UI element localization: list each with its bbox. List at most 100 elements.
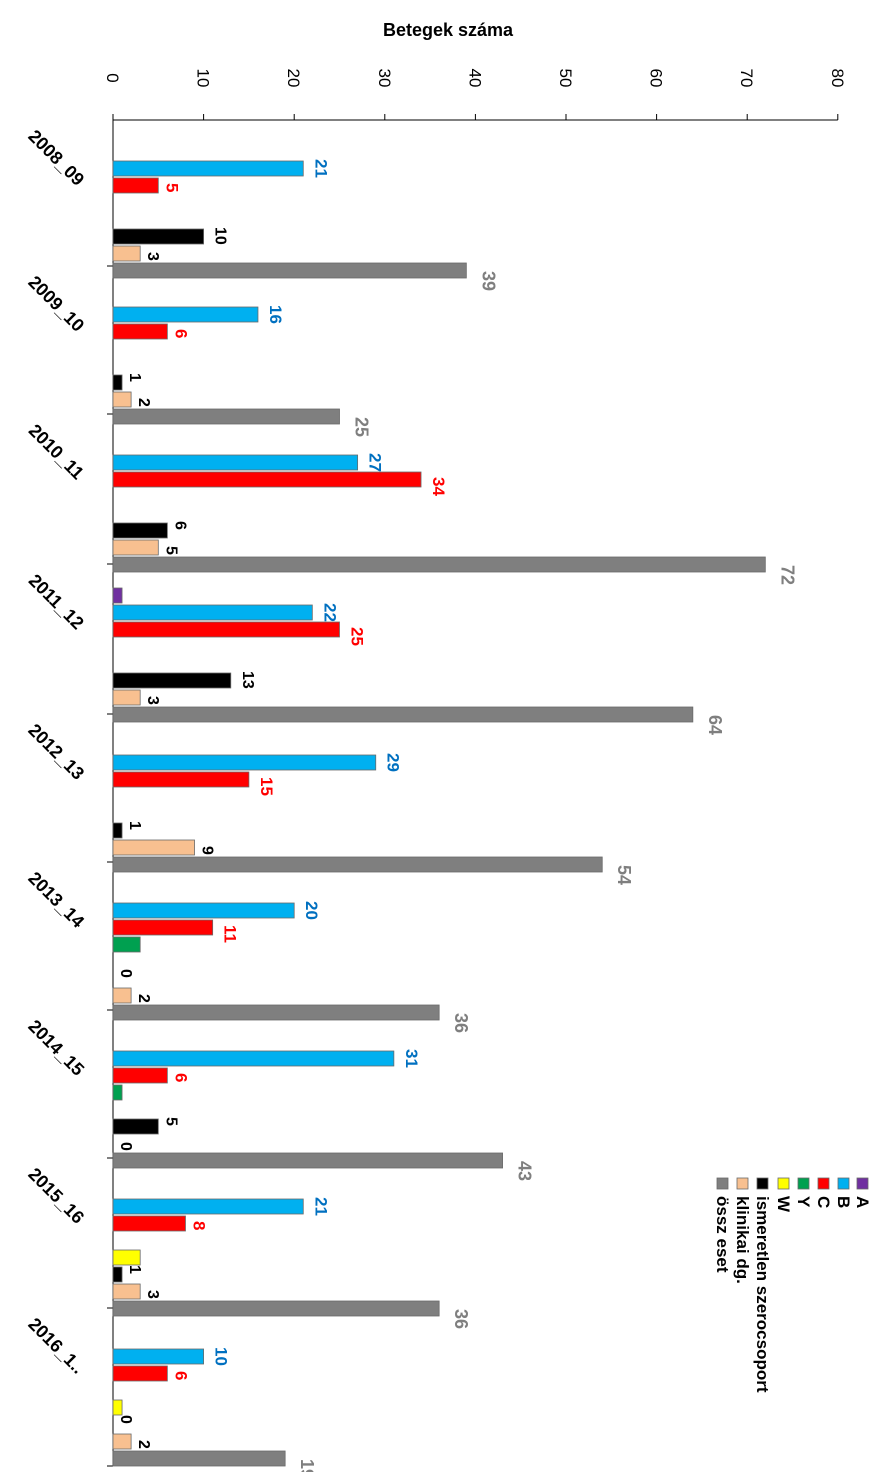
value-tick-label: 20 [284,69,303,88]
legend-swatch-w [777,1177,790,1190]
data-label-klinikai-dg-2011-12: 3 [144,696,161,705]
y-axis-title: Betegek száma [383,20,514,40]
category-label-2014-15: 2014_15 [24,1016,88,1080]
data-label-ssz-eset-2011-12: 64 [705,715,725,735]
data-label-b-2011-12: 22 [320,603,339,622]
data-label-klinikai-dg-2015-16: 3 [144,1290,161,1299]
category-label-2015-16: 2015_16 [24,1164,88,1228]
legend-label-c: C [814,1196,833,1208]
data-label-ssz-eset-2014-15: 43 [515,1161,535,1181]
data-label-c-2014-15: 6 [171,1073,190,1082]
legend-label-klinikai-dg: klinikai dg. [733,1196,752,1284]
value-tick-label: 0 [103,73,122,82]
value-tick-label: 80 [828,69,847,88]
bar-y-2013-14 [112,936,141,953]
bar-c-2013-14 [112,919,214,936]
bar-a-2011-12 [112,587,123,604]
data-label-ssz-eset-2008-09: 39 [478,271,498,291]
data-label-b-2010-11: 27 [366,453,385,472]
data-label-ismeretlen-szerocsoport-2012-13: 1 [126,821,143,830]
bar-ssz-eset-2014-15 [112,1152,503,1169]
category-label-2012-13: 2012_13 [24,720,88,784]
data-label-ismeretlen-szerocsoport-2010-11: 6 [171,521,188,530]
bar-y-2014-15 [112,1084,123,1101]
bar-klinikai-dg-2010-11 [112,539,159,556]
bar-b-2008-09 [112,160,304,177]
bar-ssz-eset-2010-11 [112,556,766,573]
bar-klinikai-dg-2013-14 [112,987,132,1004]
bar-w-2016-1 [112,1399,123,1416]
legend-swatch-y [797,1177,810,1190]
data-label-ismeretlen-szerocsoport-2015-16: 1 [126,1265,143,1274]
bar-b-2011-12 [112,604,313,621]
bar-ssz-eset-2008-09 [112,262,467,279]
bar-ssz-eset-2013-14 [112,1004,440,1021]
bar-w-2015-16 [112,1249,141,1266]
data-label-klinikai-dg-2016-1: 2 [135,1440,152,1449]
data-label-c-2009-10: 6 [171,329,190,338]
data-label-ssz-eset-2009-10: 25 [352,417,372,437]
bar-ismeretlen-szerocsoport-2011-12 [112,672,232,689]
data-label-klinikai-dg-2009-10: 2 [135,398,152,407]
bar-b-2013-14 [112,902,295,919]
bar-ssz-eset-2011-12 [112,706,694,723]
data-label-klinikai-dg-2010-11: 5 [162,546,179,555]
legend-label-b: B [834,1196,853,1208]
data-label-c-2010-11: 34 [429,477,448,496]
data-label-ismeretlen-szerocsoport-2009-10: 1 [126,373,143,382]
bar-c-2008-09 [112,177,159,194]
data-label-b-2009-10: 16 [266,305,285,324]
category-label-2013-14: 2013_14 [24,868,88,932]
value-tick-label: 10 [194,69,213,88]
bar-ismeretlen-szerocsoport-2014-15 [112,1118,159,1135]
bar-ssz-eset-2016-1 [112,1450,286,1467]
bar-b-2016-1 [112,1348,204,1365]
bar-c-2011-12 [112,621,340,638]
category-label-2011-12: 2011_12 [25,570,88,633]
category-label-2009-10: 2009_10 [24,272,88,336]
data-label-klinikai-dg-2012-13: 9 [199,846,216,855]
bar-c-2014-15 [112,1067,168,1084]
value-tick-label: 70 [737,69,756,88]
bar-c-2016-1 [112,1365,168,1382]
data-label-ssz-eset-2015-16: 36 [451,1309,471,1329]
legend-swatch-c [817,1177,830,1190]
bar-ismeretlen-szerocsoport-2009-10 [112,374,123,391]
data-label-ssz-eset-2016-1: 19 [297,1459,317,1472]
bar-c-2015-16 [112,1215,186,1232]
data-label-c-2015-16: 8 [189,1221,208,1230]
legend-swatch-b [837,1177,850,1190]
legend-swatch-klinikai-dg [736,1177,749,1190]
bar-klinikai-dg-2015-16 [112,1283,141,1300]
data-label-c-2016-1: 6 [171,1371,190,1380]
category-label-2008-09: 2008_09 [24,126,88,190]
data-label-ismeretlen-szerocsoport-2011-12: 13 [239,671,256,689]
data-label-c-2011-12: 25 [348,627,367,646]
data-label-b-2008-09: 21 [311,159,330,178]
bar-ismeretlen-szerocsoport-2012-13 [112,822,123,839]
value-tick-label: 30 [375,69,394,88]
data-label-b-2014-15: 31 [402,1049,421,1068]
data-label-klinikai-dg-2014-15: 0 [117,1142,134,1151]
bar-b-2009-10 [112,306,259,323]
legend-label-a: A [853,1196,872,1208]
bar-ssz-eset-2009-10 [112,408,340,425]
bar-b-2014-15 [112,1050,395,1067]
bar-ismeretlen-szerocsoport-2010-11 [112,522,168,539]
legend-label-y: Y [794,1196,813,1208]
data-label-ismeretlen-szerocsoport-2008-09: 10 [212,227,229,245]
bar-ismeretlen-szerocsoport-2015-16 [112,1266,123,1283]
data-label-b-2012-13: 29 [384,753,403,772]
legend-label-ismeretlen-szerocsoport: ismeretlen szerocsoport [753,1196,772,1393]
data-label-klinikai-dg-2013-14: 2 [135,994,152,1003]
bar-b-2012-13 [112,754,377,771]
legend-swatch-a [856,1177,869,1190]
data-label-c-2008-09: 5 [162,183,181,192]
bar-ismeretlen-szerocsoport-2008-09 [112,228,204,245]
bar-c-2012-13 [112,771,250,788]
bar-klinikai-dg-2009-10 [112,391,132,408]
data-label-ssz-eset-2010-11: 72 [777,565,797,585]
category-label-2016-1: 2016_1.. [24,1314,88,1378]
bar-klinikai-dg-2011-12 [112,689,141,706]
